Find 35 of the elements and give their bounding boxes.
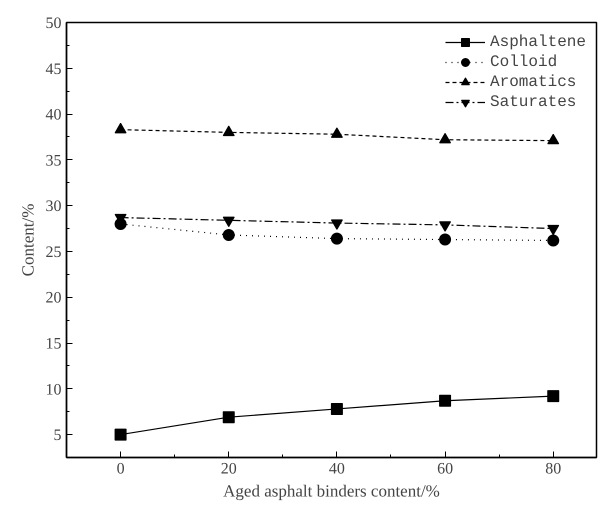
- x-axis-title: Aged asphalt binders content/%: [223, 482, 440, 500]
- legend-label: Colloid: [490, 52, 558, 72]
- x-tick-label: 60: [437, 460, 454, 478]
- y-tick-label: 10: [46, 381, 62, 398]
- point: [439, 234, 452, 246]
- point: [439, 132, 452, 144]
- point: [330, 127, 343, 138]
- point: [547, 134, 560, 144]
- x-tick-label: 40: [328, 460, 345, 478]
- point: [114, 428, 127, 441]
- point: [547, 390, 560, 402]
- y-tick-label: 30: [46, 198, 62, 216]
- y-tick-label: 5: [54, 427, 62, 444]
- y-tick-label: 50: [46, 15, 62, 32]
- y-axis-title: Content/%: [18, 204, 38, 276]
- legend-label: Asphaltene: [490, 32, 586, 52]
- y-tick-label: 25: [46, 244, 62, 261]
- point: [547, 234, 560, 246]
- point: [114, 122, 127, 134]
- y-tick-label: 15: [46, 336, 62, 353]
- y-tick-label: 45: [46, 60, 62, 78]
- x-tick-label: 0: [116, 460, 125, 478]
- x-tick-label: 20: [220, 460, 237, 478]
- y-tick-label: 35: [46, 152, 62, 170]
- point: [222, 126, 235, 136]
- point: [330, 232, 343, 245]
- y-tick-label: 40: [46, 106, 62, 124]
- point: [330, 402, 343, 415]
- y-tick-label: 20: [46, 290, 62, 307]
- legend-label: Aromatics: [490, 72, 576, 92]
- legend-label: Saturates: [490, 92, 576, 112]
- x-tick-label: 80: [545, 460, 562, 478]
- point: [222, 411, 235, 424]
- point: [439, 394, 452, 407]
- point: [222, 228, 235, 241]
